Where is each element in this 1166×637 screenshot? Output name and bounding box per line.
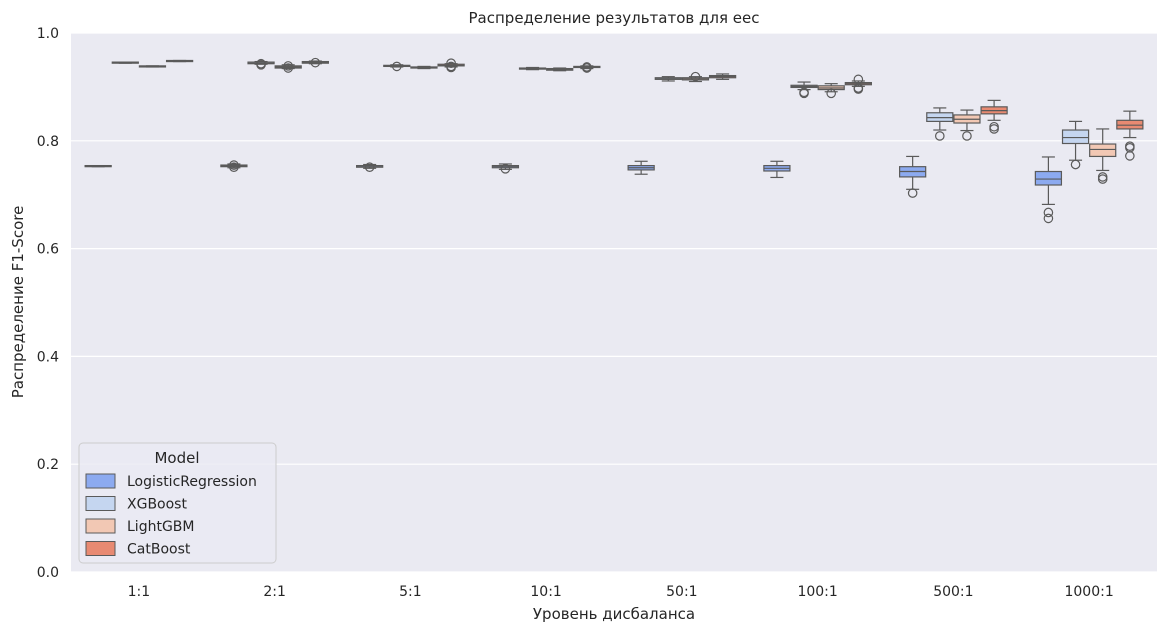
box-lightgbm (546, 67, 574, 72)
x-tick-label: 5:1 (399, 584, 422, 600)
outlier-point (1043, 207, 1054, 218)
box-logisticregression (1034, 156, 1063, 224)
outlier-point (826, 88, 836, 99)
legend-swatch (85, 496, 116, 511)
box-catboost (437, 58, 465, 73)
outlier-point (989, 124, 999, 134)
legend-swatch (85, 473, 116, 489)
box-lightgbm (1089, 128, 1117, 184)
box-catboost (573, 62, 601, 73)
legend-label: CatBoost (127, 542, 191, 558)
box-logisticregression (899, 155, 927, 198)
y-tick-label: 1.0 (37, 26, 59, 42)
box-xgboost (518, 66, 547, 71)
x-tick-label: 1000:1 (1064, 584, 1113, 600)
box-lightgbm (138, 65, 167, 68)
y-tick-label: 0.0 (37, 565, 59, 581)
outlier-point (934, 131, 945, 141)
box-lightgbm (410, 65, 438, 70)
box-xgboost (790, 81, 818, 99)
y-tick-label: 0.2 (37, 457, 59, 473)
outlier-point (1125, 151, 1135, 161)
outlier-point (690, 71, 701, 82)
box-logisticregression (356, 162, 384, 173)
box-catboost (301, 57, 329, 68)
outlier-point (446, 61, 456, 72)
legend: Model LogisticRegression XGBoost LightGBM C… (78, 442, 277, 564)
legend-label: LogisticRegression (127, 474, 257, 490)
box-catboost (980, 99, 1008, 134)
box-catboost (844, 74, 872, 94)
outlier-point (364, 162, 375, 173)
outlier-point (256, 58, 266, 69)
legend-swatch (85, 541, 116, 556)
box-logisticregression (627, 160, 655, 175)
box-logisticregression (763, 160, 791, 179)
box-xgboost (1061, 120, 1090, 170)
outlier-point (391, 61, 402, 72)
legend-frame (78, 442, 277, 564)
box-catboost (708, 73, 737, 80)
box-catboost (165, 59, 194, 63)
outlier-point (907, 188, 918, 198)
box-xgboost (111, 61, 139, 64)
legend-title: Model (154, 449, 199, 467)
outlier-point (283, 61, 293, 71)
box-xgboost (926, 107, 954, 141)
box-logisticregression (84, 164, 112, 168)
x-axis-label: Уровень дисбаланса (533, 605, 695, 623)
box-lightgbm (681, 71, 710, 83)
x-tick-label: 50:1 (666, 584, 697, 600)
box-lightgbm (953, 109, 981, 141)
y-tick-label: 0.6 (37, 242, 59, 258)
outlier-point (962, 131, 972, 141)
box-iqr (1034, 170, 1063, 186)
boxes-layer (84, 57, 1144, 224)
outlier-point (446, 58, 456, 68)
x-tick-labels: 1:1 2:1 5:1 10:1 50:1 100:1 500:1 1000:1 (128, 584, 1114, 600)
box-catboost (1116, 110, 1144, 161)
outlier-point (1043, 213, 1054, 224)
legend-label: XGBoost (127, 497, 187, 513)
legend-entries: LogisticRegression XGBoost LightGBM CatBoos… (85, 473, 257, 558)
outlier-point (853, 74, 864, 85)
box-xgboost (247, 58, 275, 70)
legend-swatch (85, 518, 116, 534)
legend-label: LightGBM (127, 519, 194, 535)
x-tick-label: 100:1 (797, 584, 837, 600)
box-iqr (1061, 129, 1090, 145)
chart-title: Распределение результатов для eec (469, 9, 760, 27)
outlier-point (500, 164, 511, 174)
outlier-point (1097, 174, 1108, 184)
y-tick-labels: 0.0 0.2 0.4 0.6 0.8 1.0 (37, 26, 59, 581)
box-lightgbm (817, 83, 845, 99)
outlier-point (799, 88, 809, 99)
box-xgboost (383, 61, 411, 72)
box-logisticregression (220, 160, 248, 173)
y-tick-label: 0.4 (37, 349, 59, 365)
outlier-point (229, 160, 239, 170)
x-tick-label: 500:1 (933, 584, 973, 600)
y-axis-label: Распределение F1-Score (9, 206, 27, 399)
outlier-point (582, 62, 592, 72)
x-tick-label: 10:1 (530, 584, 561, 600)
y-tick-label: 0.8 (37, 134, 59, 150)
outlier-point (310, 57, 321, 68)
outlier-point (1070, 159, 1081, 170)
box-lightgbm (274, 61, 302, 73)
x-tick-label: 1:1 (128, 584, 151, 600)
x-tick-label: 2:1 (263, 584, 286, 600)
box-iqr (1089, 143, 1117, 158)
box-logisticregression (491, 163, 520, 174)
box-xgboost (654, 76, 682, 82)
